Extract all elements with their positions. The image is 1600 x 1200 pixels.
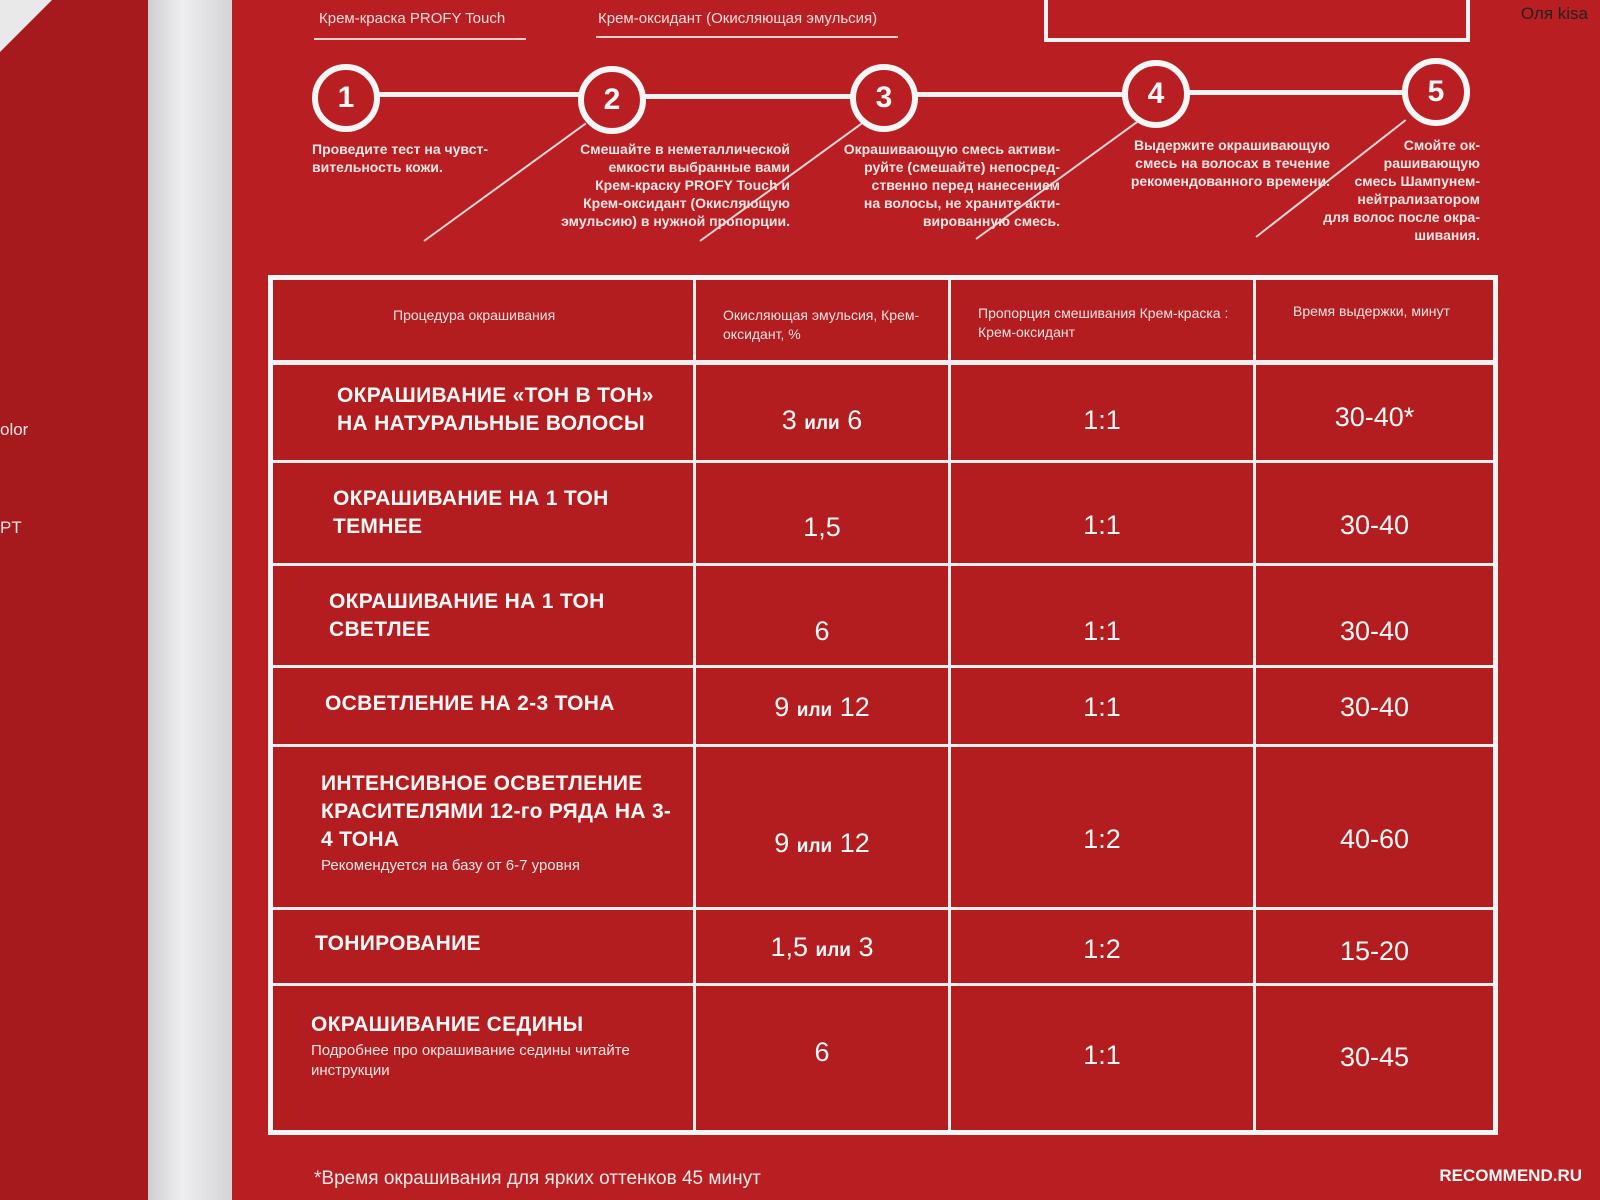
cream-paint-label: Крем-краска PROFY Touch	[319, 10, 506, 27]
oxidant-cell: 1,5 или 3	[770, 932, 874, 962]
column-divider	[1253, 280, 1256, 1130]
header-procedure: Процедура окрашивания	[393, 307, 556, 323]
ratio-cell: 1:1	[1083, 1040, 1121, 1070]
step-1-text: Проведите тест на чувст- вительность кож…	[312, 140, 522, 176]
step-5-text: Смойте ок- рашивающую смесь Шампунем- не…	[1270, 136, 1480, 244]
step-3-circle: 3	[850, 64, 918, 132]
ratio-cell: 1:1	[1083, 405, 1121, 435]
step-connector	[642, 94, 856, 99]
step-text-line: для волос после окра-	[1323, 209, 1480, 225]
left-sheet-fragment: PT	[0, 518, 22, 537]
step-text-line: смесь Шампунем-	[1354, 173, 1480, 189]
row-divider	[273, 460, 1493, 463]
step-text-line: руйте (смешайте) непосред-	[864, 159, 1060, 175]
top-frame-box	[1044, 0, 1470, 42]
ratio-cell: 1:1	[1083, 692, 1121, 722]
header-oxidant: Окисляющая эмульсия, Крем-оксидант, %	[723, 307, 920, 342]
row-divider	[273, 907, 1493, 910]
left-sheet-fragment: olor	[0, 420, 29, 439]
step-5-circle: 5	[1402, 58, 1470, 126]
header-ratio: Пропорция смешивания Крем-краска : Крем-…	[978, 305, 1229, 340]
step-1-circle: 1	[312, 64, 380, 132]
procedure-note: Подробнее про окрашивание седины читайте…	[311, 1042, 630, 1079]
step-text-line: ственно перед нанесением	[871, 177, 1060, 193]
step-text-line: шивания.	[1414, 227, 1480, 243]
time-cell: 30-40	[1339, 692, 1410, 722]
ratio-cell: 1:1	[1083, 510, 1121, 540]
row-divider	[273, 563, 1493, 566]
procedure-cell: ОСВЕТЛЕНИЕ НА 2-3 ТОНА	[325, 692, 615, 715]
ratio-cell: 1:1	[1083, 616, 1121, 646]
step-2-circle: 2	[578, 66, 646, 134]
oxidant-cell: 6	[814, 1037, 830, 1067]
step-connector	[914, 92, 1128, 97]
ratio-cell: 1:2	[1083, 824, 1121, 854]
step-text-line: Крем-оксидант (Окисляющую	[583, 195, 790, 211]
step-text-line: рекомендованного времени.	[1130, 173, 1330, 189]
step-text-line: Выдержите окрашивающую	[1133, 137, 1330, 153]
step-text-line: Смешайте в неметаллической	[580, 141, 790, 157]
procedure-cell: ОКРАШИВАНИЕ НА 1 ТОН СВЕТЛЕЕ	[329, 590, 605, 641]
dyeing-table: Процедура окрашивания Окисляющая эмульси…	[268, 275, 1498, 1135]
oxidant-cell: 9 или 12	[774, 692, 870, 722]
oxidant-cell: 6	[814, 616, 830, 646]
time-cell: 15-20	[1339, 936, 1410, 966]
procedure-cell: ТОНИРОВАНИЕ	[315, 932, 481, 955]
user-watermark: Оля kisa	[1520, 4, 1588, 23]
step-text-line: вированную смесь.	[922, 213, 1060, 229]
procedure-cell: ИНТЕНСИВНОЕ ОСВЕТЛЕНИЕ КРАСИТЕЛЯМИ 12-го…	[321, 772, 672, 851]
left-sheet-corner	[0, 0, 52, 52]
step-3-text: Окрашивающую смесь активи- руйте (смешай…	[740, 140, 1060, 230]
step-text-line: Окрашивающую смесь активи-	[843, 141, 1060, 157]
step-text-line: рашивающую	[1383, 155, 1480, 171]
procedure-cell: ОКРАШИВАНИЕ «ТОН В ТОН» НА НАТУРАЛЬНЫЕ В…	[337, 384, 654, 435]
time-cell: 30-45	[1339, 1042, 1410, 1072]
step-text-line: нейтрализатором	[1357, 191, 1480, 207]
label-underline	[314, 38, 526, 40]
step-text-line: на волосы, не храните акти-	[863, 195, 1060, 211]
header-divider	[273, 360, 1493, 365]
time-cell: 30-40	[1339, 510, 1410, 540]
header-time: Время выдержки, минут	[1293, 303, 1450, 319]
step-4-circle: 4	[1122, 60, 1190, 128]
step-text-line: вительность кожи.	[312, 159, 443, 175]
oxidant-cell: 9 или 12	[774, 828, 870, 858]
white-divider	[148, 0, 234, 1200]
step-text-line: Крем-краску PROFY Touch и	[595, 177, 790, 193]
step-connector	[372, 92, 584, 97]
step-text-line: Смойте ок-	[1403, 137, 1480, 153]
row-divider	[273, 983, 1493, 986]
column-divider	[693, 280, 696, 1130]
step-text-line: смесь на волосах в течение	[1135, 155, 1330, 171]
oxidant-cell: 1,5	[803, 512, 841, 542]
oxidant-cell: 3 или 6	[781, 405, 863, 435]
row-divider	[273, 744, 1493, 747]
label-underline	[596, 36, 898, 38]
procedure-note: Рекомендуется на базу от 6-7 уровня	[321, 857, 580, 874]
column-divider	[948, 280, 951, 1130]
footnote: *Время окрашивания для ярких оттенков 45…	[314, 1168, 761, 1189]
time-cell: 30-40	[1339, 616, 1410, 646]
oxidant-label: Крем-оксидант (Окисляющая эмульсия)	[598, 10, 878, 27]
step-2-text: Смешайте в неметаллической емкости выбра…	[460, 140, 790, 230]
site-watermark: RECOMMEND.RU	[1439, 1166, 1582, 1185]
row-divider	[273, 665, 1493, 668]
ratio-cell: 1:2	[1083, 934, 1121, 964]
step-4-text: Выдержите окрашивающую смесь на волосах …	[1040, 136, 1330, 190]
time-cell: 40-60	[1339, 824, 1410, 854]
step-text-line: емкости выбранные вами	[608, 159, 790, 175]
procedure-cell: ОКРАШИВАНИЕ СЕДИНЫ	[311, 1013, 584, 1036]
time-cell: 30-40*	[1334, 402, 1415, 432]
step-connector	[1186, 90, 1408, 95]
step-text-line: Проведите тест на чувст-	[312, 141, 488, 157]
procedure-cell: ОКРАШИВАНИЕ НА 1 ТОН ТЕМНЕЕ	[333, 487, 609, 538]
left-brochure-sheet	[0, 0, 158, 1200]
